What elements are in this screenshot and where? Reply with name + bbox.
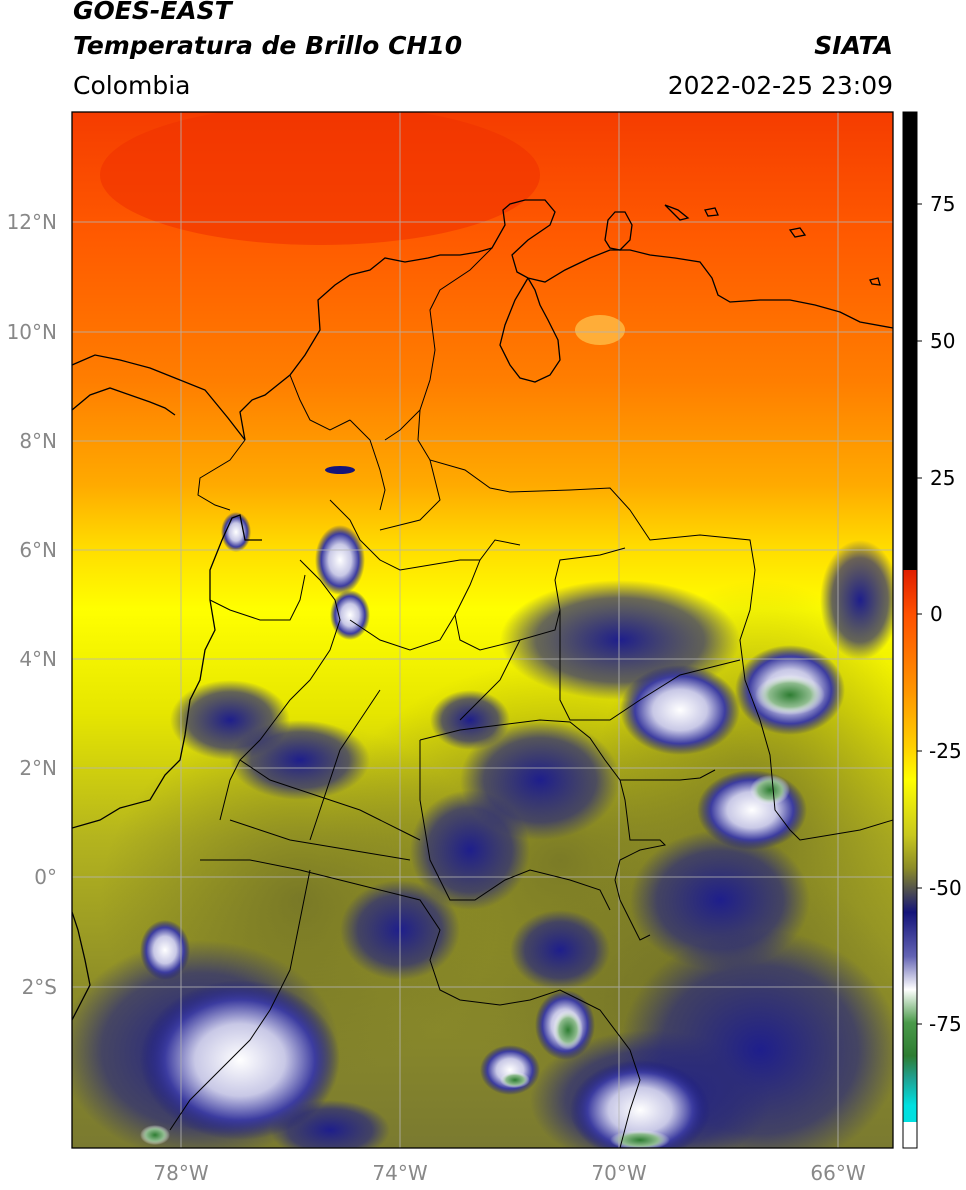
lat-tick-label: 8°N: [19, 429, 57, 453]
borders: [169, 247, 893, 1148]
satellite-title: GOES-EAST: [73, 0, 232, 25]
lon-tick-label: 74°W: [372, 1161, 427, 1185]
coastlines: [72, 199, 893, 1021]
colorbar: 75 50 25 0 -25 -50 -75: [902, 111, 962, 1149]
lat-tick-label: 6°N: [19, 538, 57, 562]
colorbar-gradient: [903, 570, 917, 1122]
lat-tick-label: 2°S: [22, 975, 57, 999]
colorbar-tick-label: -75: [929, 1012, 962, 1036]
lon-tick-label: 78°W: [153, 1161, 208, 1185]
lat-tick-label: 10°N: [7, 320, 57, 344]
map-axis-labels: 12°N 10°N 8°N 6°N 4°N 2°N 0° 2°S 78°W 74…: [7, 210, 866, 1185]
lat-tick-label: 2°N: [19, 756, 57, 780]
lon-tick-label: 70°W: [591, 1161, 646, 1185]
agency-label: SIATA: [814, 31, 893, 60]
lat-tick-label: 0°: [34, 865, 57, 889]
colorbar-tick-label: -25: [929, 739, 962, 763]
colorbar-segment-white: [903, 1122, 917, 1148]
region-label: Colombia: [73, 71, 191, 100]
map-frame: [71, 111, 894, 1149]
lat-tick-label: 12°N: [7, 210, 57, 234]
colorbar-tick-label: 75: [930, 192, 955, 216]
colorbar-tick-label: -50: [929, 876, 962, 900]
lat-tick-label: 4°N: [19, 647, 57, 671]
graticule: [72, 112, 893, 1148]
colorbar-tick-label: 25: [930, 466, 955, 490]
colorbar-tick-label: 0: [930, 602, 943, 626]
colorbar-tick-label: 50: [930, 329, 955, 353]
datetime-label: 2022-02-25 23:09: [667, 71, 893, 100]
colorbar-segment-black: [903, 112, 917, 570]
product-title: Temperatura de Brillo CH10: [73, 31, 463, 60]
lon-tick-label: 66°W: [810, 1161, 865, 1185]
